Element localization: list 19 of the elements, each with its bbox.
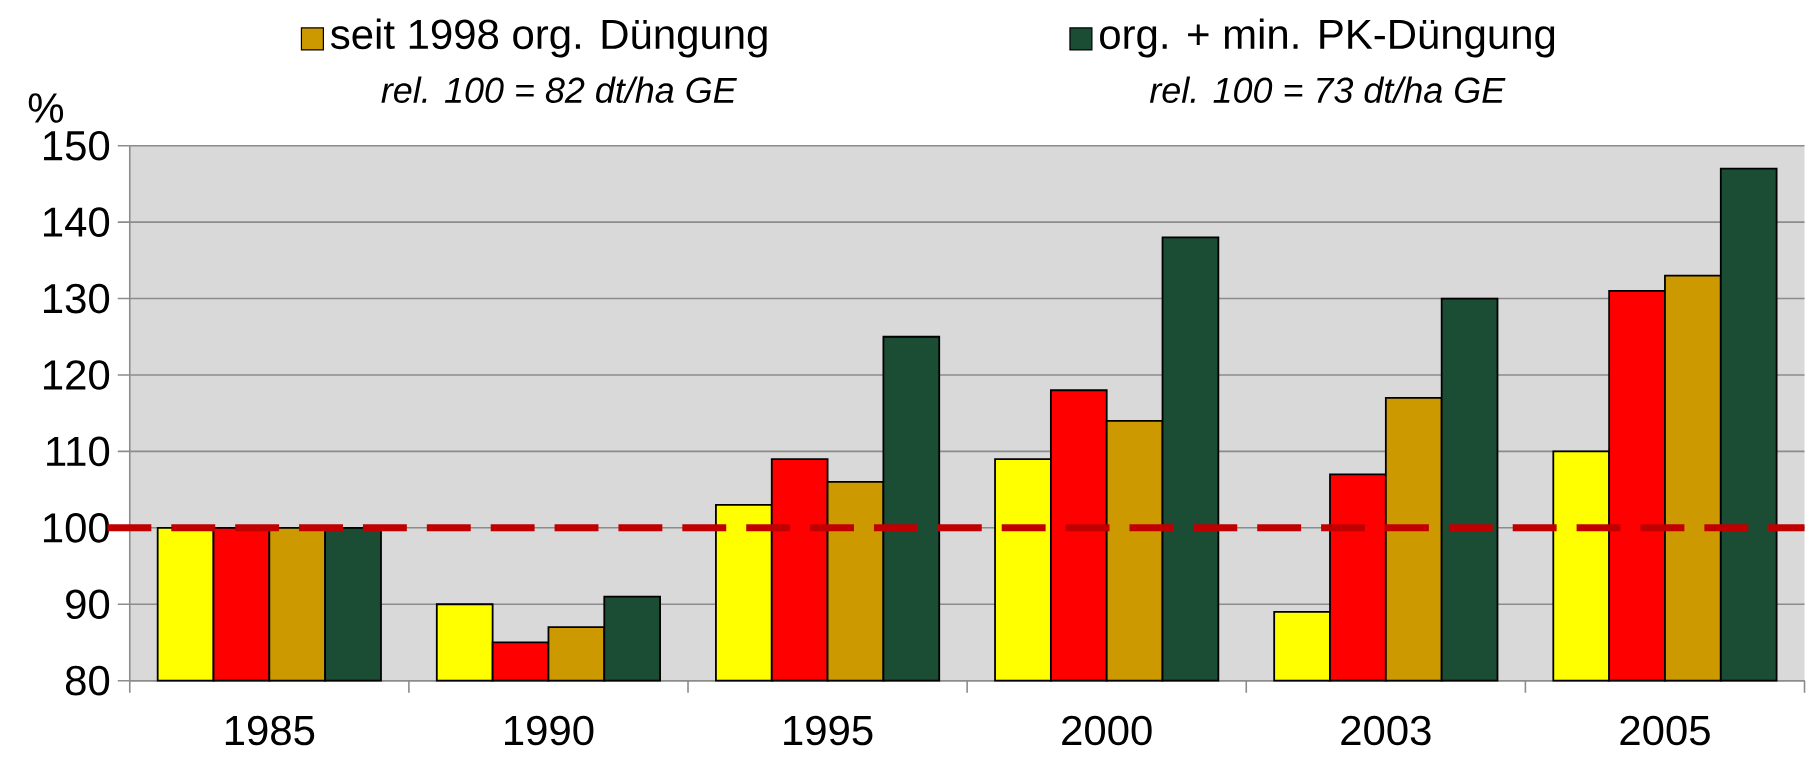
- x-tick-label: 2000: [1062, 715, 1152, 746]
- x-tick-label: 1985: [225, 715, 315, 746]
- y-tick-label: 80: [65, 666, 110, 696]
- x-tick-label: 1990: [505, 715, 594, 746]
- legend-label: org. + min. PK-Düngung: [1100, 18, 1555, 58]
- x-tick-label: 1995: [784, 715, 873, 746]
- y-axis-title: %: [28, 93, 64, 123]
- y-tick-label: 150: [44, 131, 110, 161]
- x-tick-label: 2005: [1620, 715, 1710, 746]
- y-tick-label: 140: [44, 207, 110, 238]
- y-tick-label: 130: [44, 283, 110, 314]
- y-tick-label: 100: [44, 513, 110, 543]
- y-tick-label: 90: [66, 589, 110, 620]
- x-tick-label: 2003: [1341, 715, 1431, 746]
- text: rel. 100 = 73 dt/ha GE: [1149, 76, 1506, 104]
- y-tick-label: 110: [47, 436, 110, 467]
- text: rel. 100 = 82 dt/ha GE: [381, 76, 737, 104]
- legend-label: seit 1998 org. Düngung: [330, 18, 767, 58]
- y-tick-label: 120: [44, 360, 110, 391]
